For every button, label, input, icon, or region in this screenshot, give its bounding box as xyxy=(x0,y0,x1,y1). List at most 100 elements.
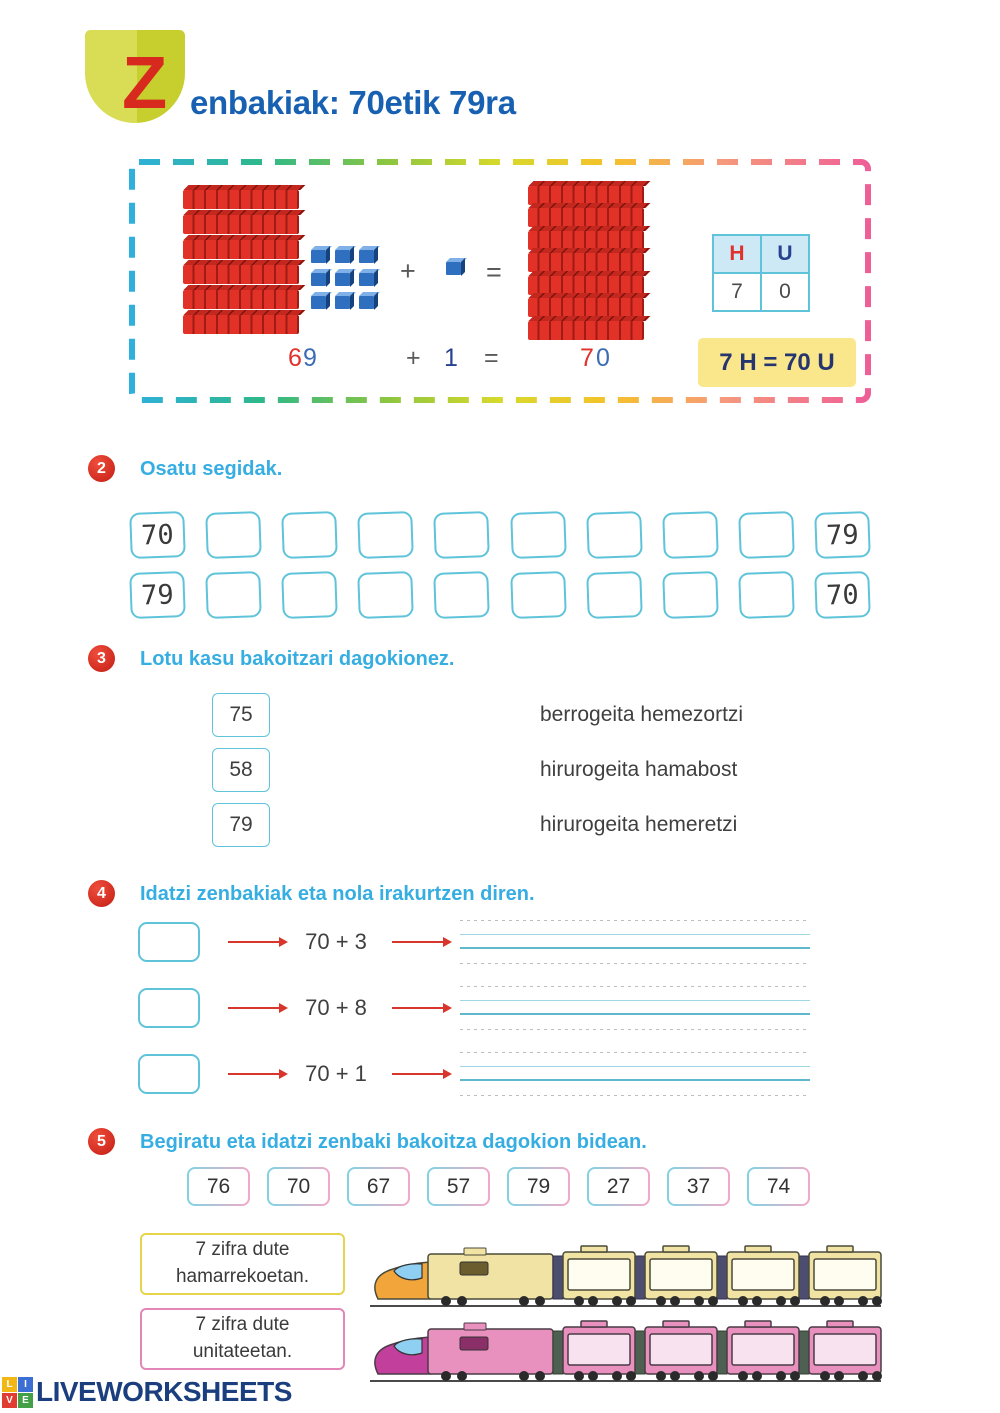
sequence-cell[interactable] xyxy=(281,511,339,559)
number-card[interactable]: 79 xyxy=(507,1167,570,1206)
sequence-cell[interactable] xyxy=(738,511,795,559)
eq-a-tens: 6 xyxy=(288,344,302,372)
eq-r-units: 0 xyxy=(596,344,610,372)
number-card[interactable]: 70 xyxy=(267,1167,330,1206)
match-number-box[interactable]: 58 xyxy=(212,748,270,792)
number-answer-box[interactable] xyxy=(138,1054,200,1094)
logo-square: E xyxy=(18,1392,33,1408)
match-word-label[interactable]: berrogeita hemezortzi xyxy=(540,703,744,726)
sequence-cell[interactable] xyxy=(661,511,719,559)
train-wagon-field[interactable] xyxy=(649,1333,713,1366)
sequence-cell[interactable] xyxy=(738,571,795,619)
title-initial: Z xyxy=(122,41,168,124)
sequence-row-descending: 79 70 xyxy=(129,571,871,619)
ten-rod xyxy=(183,290,299,309)
match-word-label[interactable]: hirurogeita hemeretzi xyxy=(540,813,738,836)
handwriting-lines-field[interactable] xyxy=(460,986,810,1030)
handwriting-lines-field[interactable] xyxy=(460,1052,810,1096)
arrow-right-icon xyxy=(228,937,288,947)
number-card[interactable]: 27 xyxy=(587,1167,650,1206)
unit-cube xyxy=(311,296,326,309)
lemon-logo-shape xyxy=(85,30,185,123)
sequence-cell[interactable] xyxy=(281,571,339,619)
logo-square: I xyxy=(18,1376,33,1392)
write-number-row: 70 + 3 xyxy=(138,918,810,966)
train-wagon-field[interactable] xyxy=(731,1258,795,1291)
sequence-cell[interactable] xyxy=(205,511,262,559)
ten-rod xyxy=(183,265,299,284)
number-card[interactable]: 76 xyxy=(187,1167,250,1206)
exercise3-instruction: Lotu kasu bakoitzari dagokionez. xyxy=(140,648,455,670)
ten-rod xyxy=(183,315,299,334)
sequence-row-ascending: 70 79 xyxy=(129,511,871,559)
ten-rod xyxy=(528,230,644,250)
eq-equals: = xyxy=(484,344,499,372)
sequence-cell[interactable] xyxy=(509,571,567,619)
train-wagon-field[interactable] xyxy=(813,1333,877,1366)
ten-rod xyxy=(528,208,644,227)
sequence-cell[interactable]: 70 xyxy=(129,511,186,559)
sequence-cell[interactable] xyxy=(433,571,491,619)
train-wagon-field[interactable] xyxy=(649,1258,713,1291)
number-card[interactable]: 37 xyxy=(667,1167,730,1206)
unit-cube xyxy=(359,273,374,286)
ten-rod xyxy=(528,185,644,205)
ten-rod xyxy=(183,190,299,209)
ten-rod xyxy=(528,275,644,295)
train-wagon-field[interactable] xyxy=(567,1258,631,1291)
sequence-cell[interactable]: 70 xyxy=(814,571,871,619)
label-line: 7 zifra dute xyxy=(195,1314,290,1336)
sequence-cell[interactable] xyxy=(585,511,643,559)
unit-cubes-left xyxy=(311,250,374,309)
yellow-train-illustration xyxy=(370,1245,882,1307)
sequence-cell[interactable] xyxy=(357,511,415,559)
train-wagon-field[interactable] xyxy=(731,1333,795,1366)
sequence-cell[interactable] xyxy=(661,571,719,619)
sequence-cell[interactable] xyxy=(433,511,491,559)
eq-r-tens: 7 xyxy=(580,344,594,372)
unit-cube xyxy=(311,273,326,286)
match-number-box[interactable]: 79 xyxy=(212,803,270,847)
tens-rods-right xyxy=(528,182,644,340)
exercise4-instruction: Idatzi zenbakiak eta nola irakurtzen dir… xyxy=(140,883,535,905)
tens-rods-left xyxy=(183,184,299,334)
unit-cube xyxy=(311,250,326,263)
sequence-cell[interactable] xyxy=(509,511,567,559)
sequence-cell[interactable]: 79 xyxy=(129,571,186,619)
sum-expression: 70 + 3 xyxy=(305,929,367,954)
handwriting-lines-field[interactable] xyxy=(460,920,810,964)
sequence-cell[interactable] xyxy=(205,571,262,619)
unit-cube xyxy=(335,250,350,263)
train-wagon-field[interactable] xyxy=(813,1258,877,1291)
rainbow-dashed-border xyxy=(129,159,871,403)
train-wagon-field[interactable] xyxy=(567,1333,631,1366)
number-card[interactable]: 74 xyxy=(747,1167,810,1206)
write-number-row: 70 + 8 xyxy=(138,984,810,1032)
number-answer-box[interactable] xyxy=(138,922,200,962)
exercise3-badge: 3 xyxy=(88,645,115,672)
write-number-rows: 70 + 3 70 + 8 70 + 1 xyxy=(138,918,810,1116)
number-card[interactable]: 57 xyxy=(427,1167,490,1206)
tens-train-label: 7 zifra dute hamarrekoetan. xyxy=(140,1233,345,1295)
units-train-label: 7 zifra dute unitateetan. xyxy=(140,1308,345,1370)
logo-square: V xyxy=(2,1392,17,1408)
u-value: 0 xyxy=(760,272,810,312)
number-cards-row: 76 70 67 57 79 27 37 74 xyxy=(187,1167,810,1206)
sum-expression: 70 + 8 xyxy=(305,995,367,1020)
match-number-box[interactable]: 75 xyxy=(212,693,270,737)
match-word-label[interactable]: hirurogeita hamabost xyxy=(540,758,738,781)
exercise5-instruction: Begiratu eta idatzi zenbaki bakoitza dag… xyxy=(140,1131,647,1153)
number-card[interactable]: 67 xyxy=(347,1167,410,1206)
intro-example-box: + = H U 7 0 7 H = 70 U 6 9 + 1 = 7 xyxy=(128,158,872,404)
sequence-cell[interactable]: 79 xyxy=(814,511,871,559)
number-answer-box[interactable] xyxy=(138,988,200,1028)
sum-expression: 70 + 1 xyxy=(305,1061,367,1086)
sequence-cell[interactable] xyxy=(357,571,415,619)
ten-rod xyxy=(528,320,644,340)
unit-cube-added xyxy=(446,262,461,275)
arrow-right-icon xyxy=(392,1069,452,1079)
match-word-column: berrogeita hemezortzi hirurogeita hamabos… xyxy=(540,693,743,847)
sequence-cell[interactable] xyxy=(585,571,643,619)
label-line: unitateetan. xyxy=(192,1341,293,1362)
